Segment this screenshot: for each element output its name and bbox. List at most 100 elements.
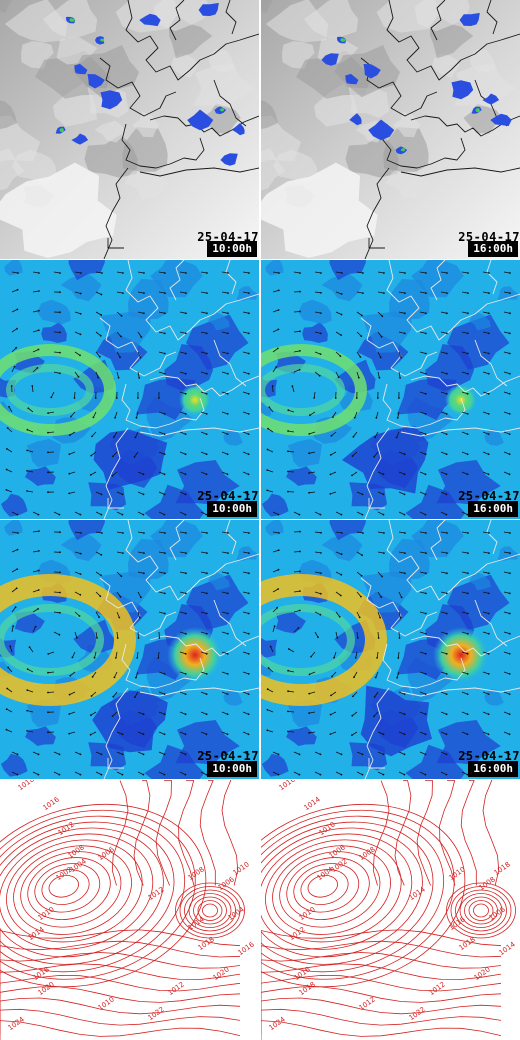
wind-arrow-head (47, 491, 49, 494)
precipitation (55, 2, 245, 166)
wind-arrow (356, 491, 363, 495)
wind-arrow-head (68, 732, 71, 735)
wind-arrow-head (266, 469, 269, 471)
wind-arrow (293, 627, 299, 633)
wind-arrow-head (163, 433, 166, 435)
date-label: 25-04-17 (458, 749, 520, 763)
wind-arrow (116, 511, 123, 515)
wind-arrow (11, 511, 18, 515)
wind-arrow-head (299, 330, 301, 333)
cloud-blob (202, 103, 241, 134)
wind-arrow (356, 551, 363, 556)
wind-arrow (221, 411, 228, 415)
wind-arrow (158, 511, 165, 515)
coast-line (103, 167, 129, 259)
row-divider (0, 779, 520, 780)
wind-arrow (419, 271, 426, 274)
wind-arrow (293, 771, 300, 775)
isobar-line (450, 886, 512, 935)
wind-arrow-head (5, 728, 8, 731)
isobar-line (464, 896, 498, 925)
wind-arrow (179, 691, 186, 695)
wind-arrow (419, 751, 426, 755)
wind-speed-area (389, 538, 430, 579)
isobar-line (0, 986, 241, 1011)
wind-arrow (503, 691, 510, 695)
wind-arrow-head (247, 612, 250, 615)
wind-arrow-head (247, 713, 250, 716)
wind-arrow-head (466, 372, 469, 375)
wind-arrow-head (488, 292, 490, 294)
wind-arrow (242, 371, 249, 375)
wind-arrow (242, 671, 249, 675)
coast-line (213, 599, 247, 647)
coastline (360, 0, 520, 259)
wind-arrow (503, 331, 510, 334)
wind-arrow (288, 409, 295, 413)
wind-arrow (419, 651, 426, 655)
wind-arrow-head (318, 374, 321, 377)
wind-arrow-head (143, 532, 145, 534)
wind-arrow (335, 331, 342, 336)
wind-arrow-head (273, 625, 276, 628)
wind-arrow (398, 631, 400, 639)
wind-arrow (47, 691, 55, 693)
wind-arrow-head (466, 773, 469, 776)
wind-speed-area (60, 532, 102, 562)
wind-arrow (332, 411, 337, 418)
wind-arrow-head (206, 292, 208, 294)
wind-arrow-head (79, 573, 82, 575)
isobar-line (0, 963, 241, 987)
wind-arrow-head (467, 572, 469, 575)
wind-arrow (95, 531, 102, 534)
wind-arrow (272, 626, 275, 633)
wind-arrow-head (399, 616, 402, 619)
wind-arrow (242, 571, 249, 574)
wind-arrows (5, 271, 250, 516)
wind-arrow-head (382, 513, 385, 516)
wind-arrow (461, 391, 468, 395)
wind-arrow-head (184, 673, 187, 675)
wind-arrow (200, 391, 207, 395)
wind-speed-area (469, 312, 491, 331)
wind-arrow (356, 291, 363, 294)
wind-arrow (268, 667, 274, 673)
wind-arrow (288, 670, 295, 673)
precip-cell (100, 90, 123, 110)
wind-arrow-head (466, 673, 469, 675)
wind-arrow (116, 751, 123, 755)
coastline (360, 260, 520, 519)
isobar-line (0, 833, 154, 950)
wind-arrow-head (329, 493, 332, 495)
wind-arrow-head (139, 356, 142, 359)
wind-arrow (314, 631, 319, 638)
wind-arrow-head (163, 612, 166, 615)
wind-arrow-head (247, 372, 250, 375)
wind-arrow-head (403, 713, 406, 716)
wind-arrow-head (143, 572, 145, 575)
wind-arrow-head (424, 673, 427, 675)
wind-arrow (440, 431, 447, 435)
wind-arrow-head (100, 314, 103, 316)
wind-arrow-head (466, 753, 469, 756)
wind-arrow-head (26, 730, 28, 732)
wind-arrow-head (488, 552, 490, 554)
coast-line (410, 375, 520, 397)
wind-arrow (356, 331, 362, 337)
wind-arrow-head (101, 532, 103, 534)
wind-arrow-head (487, 652, 490, 655)
wind-arrow (398, 451, 405, 455)
wind-arrow-head (122, 532, 124, 534)
wind-arrow-head (115, 657, 117, 659)
wind-arrow (137, 311, 144, 314)
wind-arrow (377, 591, 382, 598)
wind-arrow (200, 611, 207, 614)
wind-arrow (398, 751, 405, 755)
date-label: 25-04-17 (197, 230, 259, 244)
wind-arrow (272, 607, 278, 613)
wind-speed-area (361, 311, 412, 353)
wind-arrow (293, 590, 300, 593)
wind-arrow-head (184, 493, 187, 496)
wind-low-map-right (261, 260, 520, 519)
wind-arrow (157, 651, 160, 659)
